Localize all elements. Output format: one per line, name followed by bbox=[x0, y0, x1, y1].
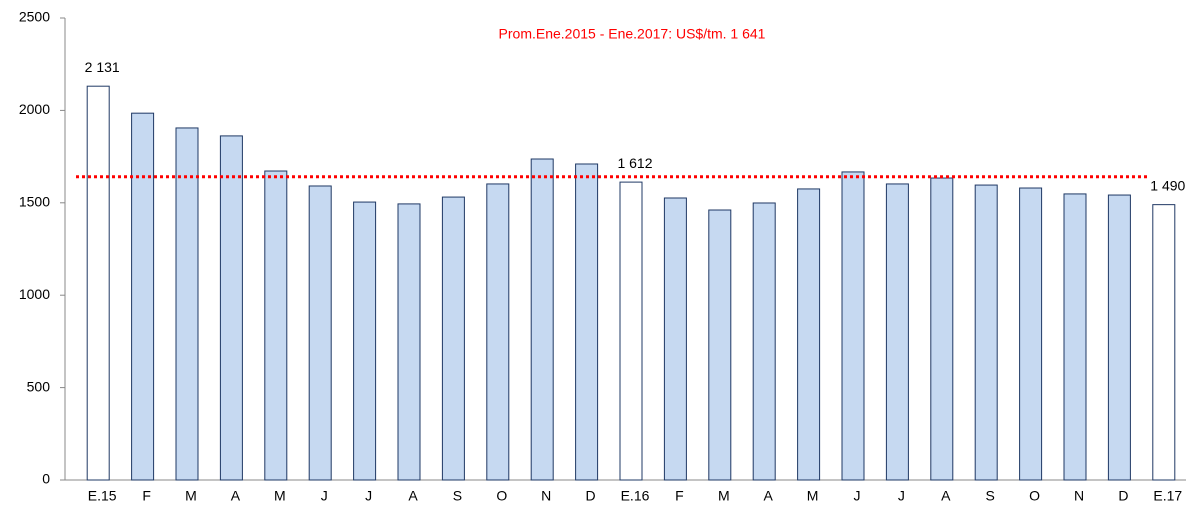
bar bbox=[663, 197, 687, 481]
x-tick-label: A bbox=[764, 488, 774, 504]
x-tick-label: M bbox=[185, 488, 197, 504]
bar bbox=[575, 163, 599, 481]
bar bbox=[131, 112, 155, 481]
bar bbox=[974, 184, 998, 481]
x-tick-label: A bbox=[231, 488, 241, 504]
x-tick-label: J bbox=[898, 488, 905, 504]
bar bbox=[397, 203, 421, 481]
bar bbox=[175, 127, 199, 481]
bar bbox=[1019, 187, 1043, 481]
bar bbox=[486, 183, 510, 481]
average-label: Prom.Ene.2015 - Ene.2017: US$/tm. 1 641 bbox=[499, 26, 766, 42]
x-tick-label: F bbox=[675, 488, 684, 504]
bar bbox=[885, 183, 909, 481]
x-tick-label: O bbox=[496, 488, 507, 504]
bar bbox=[1107, 194, 1131, 481]
value-label: 1 612 bbox=[617, 155, 652, 171]
x-tick-label: J bbox=[854, 488, 861, 504]
bar bbox=[930, 177, 954, 481]
bar bbox=[441, 196, 465, 481]
y-tick-label: 0 bbox=[42, 471, 50, 487]
y-tick-label: 2000 bbox=[19, 101, 50, 117]
x-tick-label: M bbox=[807, 488, 819, 504]
y-tick-label: 1500 bbox=[19, 194, 50, 210]
y-tick-label: 1000 bbox=[19, 286, 50, 302]
x-tick-label: S bbox=[453, 488, 462, 504]
bar bbox=[797, 188, 821, 481]
value-label: 2 131 bbox=[85, 59, 120, 75]
x-tick-label: M bbox=[274, 488, 286, 504]
x-tick-label: E.17 bbox=[1153, 488, 1182, 504]
x-tick-label: S bbox=[986, 488, 995, 504]
y-tick-label: 2500 bbox=[19, 9, 50, 25]
x-tick-label: A bbox=[941, 488, 951, 504]
x-tick-label: N bbox=[1074, 488, 1084, 504]
bar bbox=[619, 181, 643, 481]
bar bbox=[86, 85, 110, 481]
x-tick-label: F bbox=[142, 488, 151, 504]
x-tick-label: D bbox=[586, 488, 596, 504]
x-tick-label: M bbox=[718, 488, 730, 504]
x-tick-label: J bbox=[365, 488, 372, 504]
bar bbox=[219, 135, 243, 481]
x-tick-label: D bbox=[1118, 488, 1128, 504]
x-tick-label: J bbox=[321, 488, 328, 504]
bar bbox=[264, 170, 288, 481]
x-tick-label: O bbox=[1029, 488, 1040, 504]
bar bbox=[752, 202, 776, 481]
bar bbox=[353, 201, 377, 481]
x-tick-label: A bbox=[408, 488, 418, 504]
x-tick-label: N bbox=[541, 488, 551, 504]
y-tick-label: 500 bbox=[27, 378, 51, 394]
bar bbox=[841, 171, 865, 481]
x-tick-label: E.15 bbox=[88, 488, 117, 504]
bar bbox=[530, 158, 554, 481]
x-tick-label: E.16 bbox=[621, 488, 650, 504]
bar bbox=[1063, 193, 1087, 481]
bar bbox=[708, 209, 732, 481]
bar bbox=[1152, 204, 1176, 481]
bar bbox=[308, 185, 332, 481]
value-label: 1 490 bbox=[1150, 177, 1185, 193]
